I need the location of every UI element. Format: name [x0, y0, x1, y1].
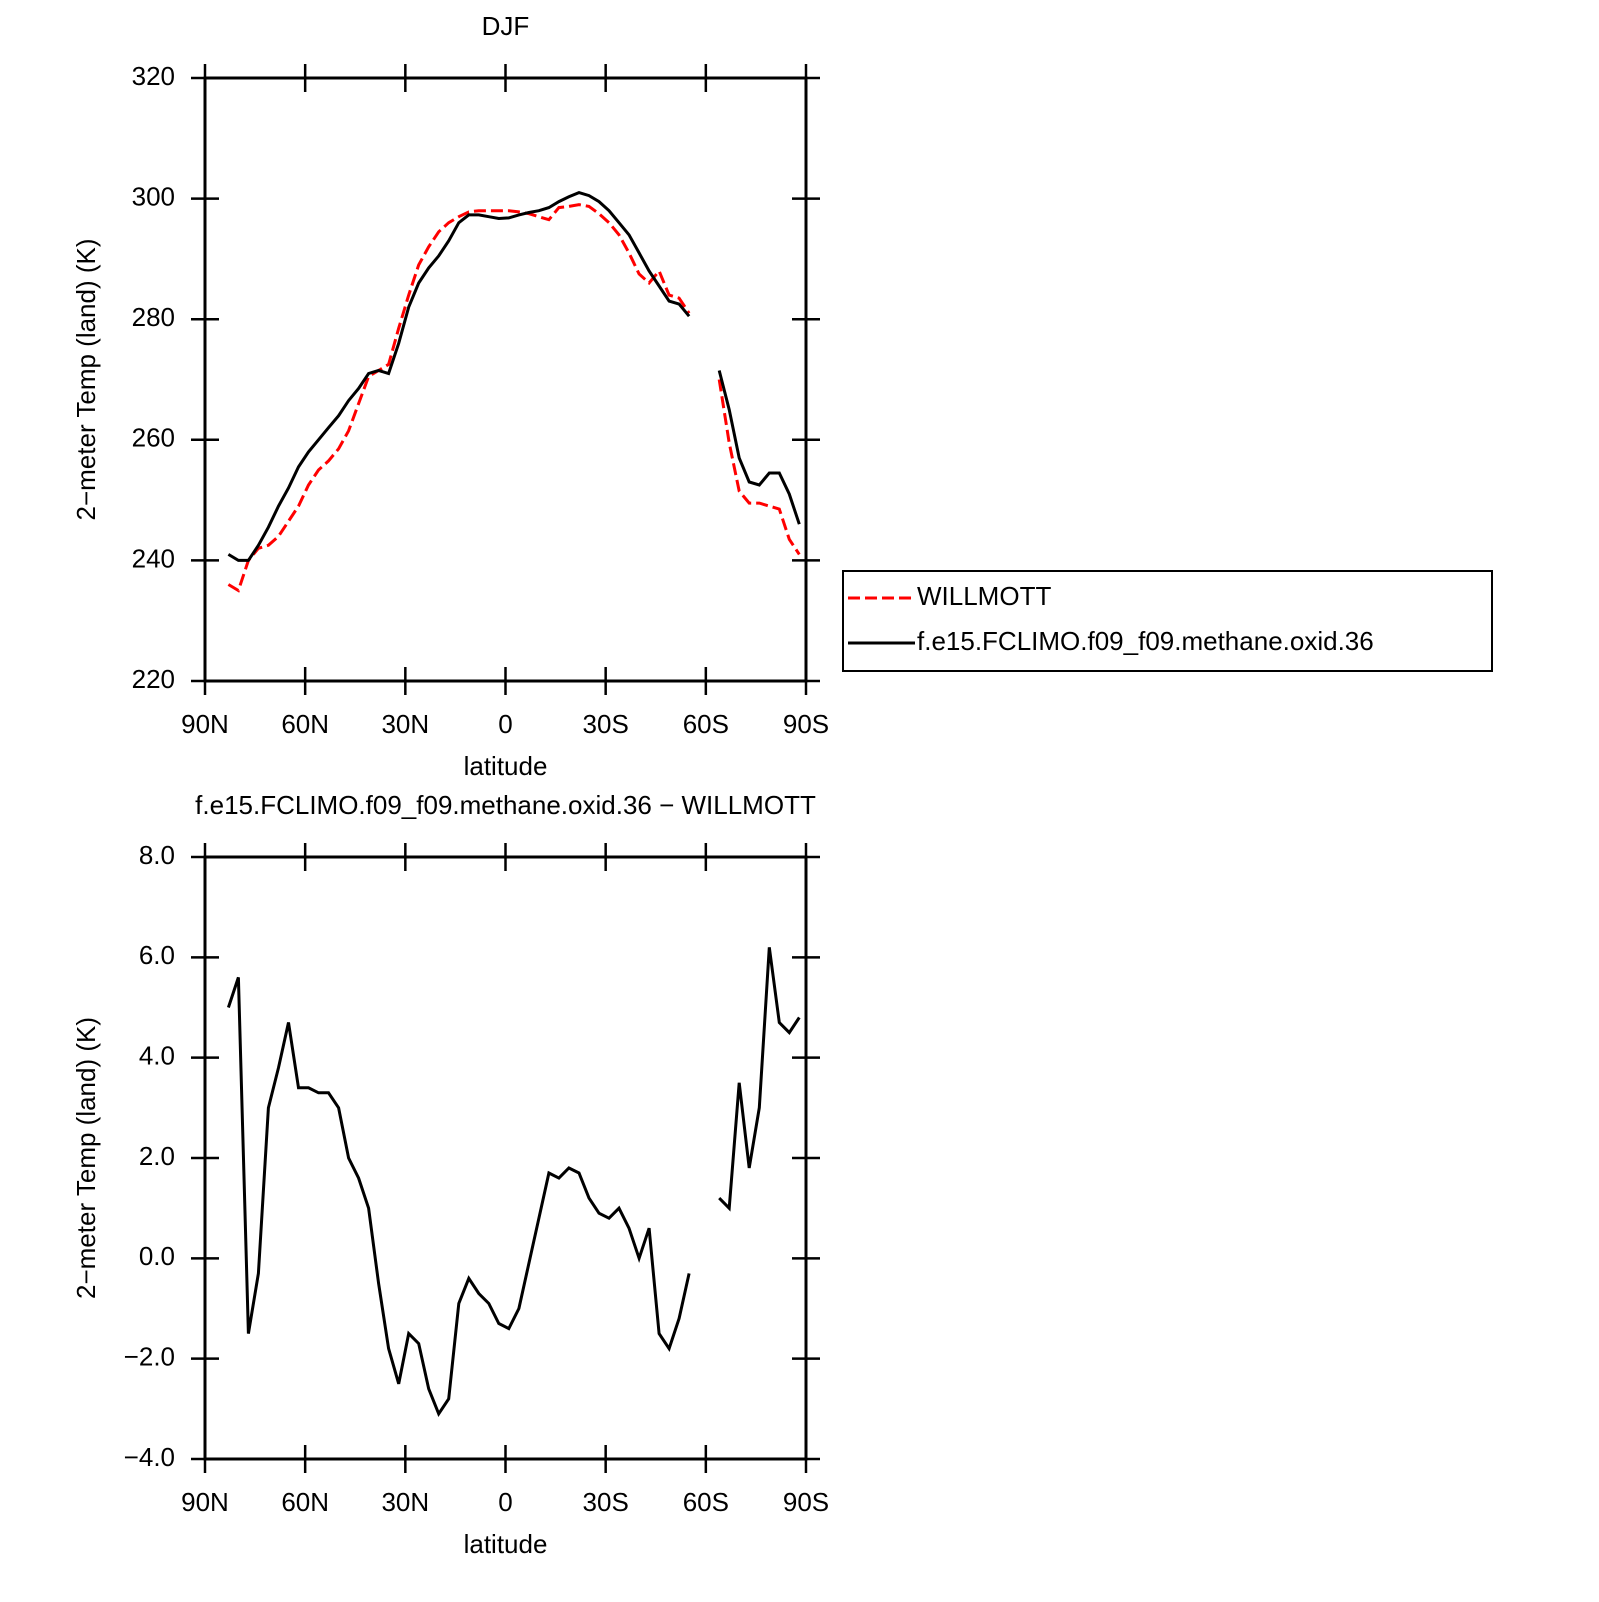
x-tick-label: 60S: [683, 709, 729, 739]
y-tick-label: −2.0: [124, 1342, 175, 1372]
chart-title: DJF: [482, 11, 530, 41]
x-tick-label: 30N: [381, 709, 429, 739]
y-tick-label: −4.0: [124, 1442, 175, 1472]
x-tick-label: 90S: [783, 709, 829, 739]
x-tick-label: 60N: [281, 1487, 329, 1517]
plot-frame: [203, 76, 808, 683]
legend-label: WILLMOTT: [917, 581, 1051, 611]
x-axis-label: latitude: [464, 1529, 548, 1559]
x-tick-label: 30S: [583, 709, 629, 739]
y-tick-label: 320: [132, 61, 175, 91]
x-tick-label: 30S: [583, 1487, 629, 1517]
legend-box: [842, 570, 1493, 672]
legend-label: f.e15.FCLIMO.f09_f09.methane.oxid.36: [917, 626, 1374, 656]
chart-title: f.e15.FCLIMO.f09_f09.methane.oxid.36 − W…: [195, 790, 816, 820]
x-axis-label: latitude: [464, 751, 548, 781]
x-tick-label: 30N: [381, 1487, 429, 1517]
y-tick-label: 0.0: [139, 1241, 175, 1271]
y-tick-label: 8.0: [139, 840, 175, 870]
x-tick-label: 60N: [281, 709, 329, 739]
line: [227, 191, 801, 562]
y-tick-label: 6.0: [139, 940, 175, 970]
y-tick-label: 260: [132, 423, 175, 453]
y-axis-label: 2−meter Temp (land) (K): [71, 238, 101, 520]
line: [227, 203, 801, 593]
y-tick-label: 240: [132, 543, 175, 573]
y-tick-label: 300: [132, 181, 175, 211]
x-tick-label: 0: [498, 1487, 512, 1517]
x-tick-label: 90S: [783, 1487, 829, 1517]
y-tick-label: 220: [132, 664, 175, 694]
y-axis-label: 2−meter Temp (land) (K): [71, 1017, 101, 1299]
y-tick-label: 4.0: [139, 1041, 175, 1071]
x-tick-label: 90N: [181, 709, 229, 739]
plot-frame: [203, 855, 808, 1461]
y-tick-label: 280: [132, 302, 175, 332]
x-tick-label: 0: [498, 709, 512, 739]
line: [226, 947, 801, 1418]
y-tick-label: 2.0: [139, 1141, 175, 1171]
x-tick-label: 60S: [683, 1487, 729, 1517]
x-tick-label: 90N: [181, 1487, 229, 1517]
